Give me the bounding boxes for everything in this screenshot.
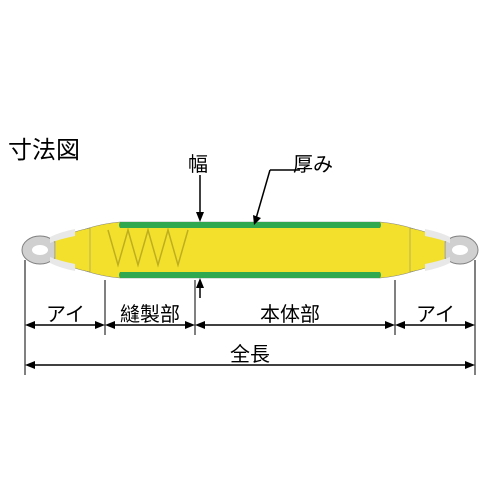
label-thickness: 厚み [293,148,333,177]
width-arrow-head-bot [196,278,204,288]
label-total: 全長 [230,338,270,367]
sling-edge-bottom [119,272,381,278]
sling-edge-top [119,222,381,228]
label-width: 幅 [188,148,208,177]
label-sewn: 縫製部 [120,298,180,327]
label-eye-left: アイ [46,298,85,327]
width-arrow-head [196,212,204,222]
eye-right-inner [452,245,468,255]
diagram-svg [0,0,500,500]
eye-left-inner [32,245,48,255]
thickness-leader [255,170,270,222]
label-eye-right: アイ [416,298,455,327]
label-body: 本体部 [260,298,320,327]
